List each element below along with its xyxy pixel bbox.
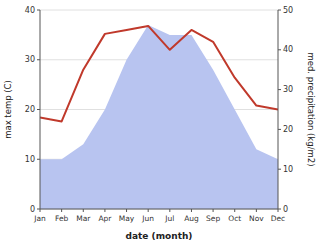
x-tick xyxy=(148,209,149,212)
x-tick-label: Jun xyxy=(141,214,154,223)
y2-tick xyxy=(278,129,281,130)
x-tick-label: Mar xyxy=(76,214,91,223)
x-tick xyxy=(83,209,84,212)
x-tick-label: Nov xyxy=(249,214,264,223)
y-tick xyxy=(37,10,40,11)
x-tick-label: May xyxy=(119,214,135,223)
x-tick-label: Oct xyxy=(228,214,241,223)
y-tick-label: 40 xyxy=(25,6,35,15)
x-tick-label: Apr xyxy=(98,214,112,223)
plot-area xyxy=(40,25,278,209)
line xyxy=(40,26,278,122)
x-tick-label: Sep xyxy=(206,214,220,223)
y-tick-label: 10 xyxy=(25,155,35,164)
x-tick xyxy=(61,209,62,212)
x-axis-label: date (month) xyxy=(126,231,193,241)
x-tick xyxy=(40,209,41,212)
chart: 0 10 20 30 40 0 10 20 30 40 50 Jan Feb Mar Apr May Jun Ju… xyxy=(0,0,318,247)
y-tick xyxy=(37,59,40,60)
y2-tick-label: 0 xyxy=(283,205,288,214)
y-tick xyxy=(37,109,40,110)
x-axis-line xyxy=(40,209,278,210)
x-tick-label: Jul xyxy=(164,214,174,223)
y2-tick-label: 10 xyxy=(283,165,293,174)
y-tick-label: 20 xyxy=(25,105,35,114)
x-tick xyxy=(278,209,279,212)
grid-line xyxy=(40,10,278,11)
x-tick xyxy=(234,209,235,212)
x-tick xyxy=(169,209,170,212)
area xyxy=(40,25,278,209)
grid-line xyxy=(40,209,278,210)
x-tick xyxy=(126,209,127,212)
y-tick-label: 0 xyxy=(30,205,35,214)
y2-tick xyxy=(278,89,281,90)
y2-tick-label: 30 xyxy=(283,85,293,94)
y2-tick-label: 20 xyxy=(283,125,293,134)
x-tick-label: Feb xyxy=(55,214,69,223)
y2-axis-label: med. precipitation (kg/m2) xyxy=(306,52,316,166)
y-axis-label: max temp (C) xyxy=(3,80,13,139)
x-tick-label: Aug xyxy=(184,214,199,223)
y2-tick xyxy=(278,49,281,50)
x-tick xyxy=(213,209,214,212)
y-tick-label: 30 xyxy=(25,55,35,64)
y2-tick xyxy=(278,169,281,170)
y2-tick xyxy=(278,10,281,11)
x-tick-label: Dec xyxy=(271,214,286,223)
x-tick xyxy=(104,209,105,212)
x-tick xyxy=(191,209,192,212)
y-tick xyxy=(37,159,40,160)
x-tick-label: Jan xyxy=(33,214,46,223)
y2-tick-label: 40 xyxy=(283,45,293,54)
y2-tick-label: 50 xyxy=(283,6,293,15)
grid xyxy=(40,10,278,209)
y2-axis-line xyxy=(278,10,279,209)
x-tick xyxy=(256,209,257,212)
